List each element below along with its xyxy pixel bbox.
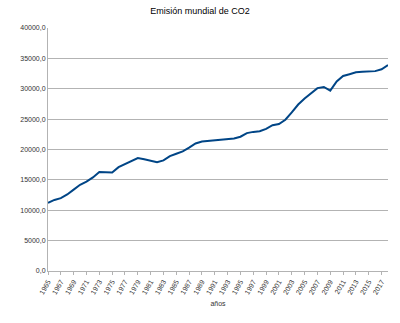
svg-text:1985: 1985 bbox=[166, 279, 180, 296]
svg-text:1977: 1977 bbox=[115, 279, 129, 296]
svg-text:1995: 1995 bbox=[230, 279, 244, 296]
svg-text:1993: 1993 bbox=[218, 279, 232, 296]
svg-text:2007: 2007 bbox=[307, 279, 321, 296]
svg-text:1973: 1973 bbox=[89, 279, 103, 296]
svg-text:1971: 1971 bbox=[77, 279, 91, 296]
svg-text:1991: 1991 bbox=[205, 279, 219, 296]
svg-text:2001: 2001 bbox=[269, 279, 283, 296]
svg-text:2009: 2009 bbox=[320, 279, 334, 296]
svg-text:15000,0: 15000,0 bbox=[20, 176, 45, 183]
svg-text:Emisión mundial de CO2: Emisión mundial de CO2 bbox=[150, 6, 250, 16]
svg-text:2017: 2017 bbox=[372, 279, 386, 296]
svg-text:1969: 1969 bbox=[64, 279, 78, 296]
svg-text:1967: 1967 bbox=[51, 279, 65, 296]
svg-text:2005: 2005 bbox=[295, 279, 309, 296]
svg-text:1965: 1965 bbox=[38, 279, 52, 296]
svg-text:2003: 2003 bbox=[282, 279, 296, 296]
svg-text:1981: 1981 bbox=[141, 279, 155, 296]
svg-text:0,0: 0,0 bbox=[36, 267, 46, 274]
svg-text:10000,0: 10000,0 bbox=[20, 207, 45, 214]
svg-text:20000,0: 20000,0 bbox=[20, 146, 45, 153]
svg-text:2013: 2013 bbox=[346, 279, 360, 296]
svg-text:años: años bbox=[210, 300, 226, 307]
svg-text:1997: 1997 bbox=[243, 279, 257, 296]
svg-text:30000,0: 30000,0 bbox=[20, 85, 45, 92]
svg-text:2011: 2011 bbox=[333, 279, 347, 296]
svg-text:1987: 1987 bbox=[179, 279, 193, 296]
svg-text:1999: 1999 bbox=[256, 279, 270, 296]
svg-text:1983: 1983 bbox=[154, 279, 168, 296]
svg-text:40000,0: 40000,0 bbox=[20, 24, 45, 31]
svg-text:5000,0: 5000,0 bbox=[24, 237, 46, 244]
svg-text:1989: 1989 bbox=[192, 279, 206, 296]
svg-text:1979: 1979 bbox=[128, 279, 142, 296]
svg-text:2015: 2015 bbox=[359, 279, 373, 296]
svg-text:35000,0: 35000,0 bbox=[20, 55, 45, 62]
svg-text:1975: 1975 bbox=[102, 279, 116, 296]
svg-text:25000,0: 25000,0 bbox=[20, 116, 45, 123]
